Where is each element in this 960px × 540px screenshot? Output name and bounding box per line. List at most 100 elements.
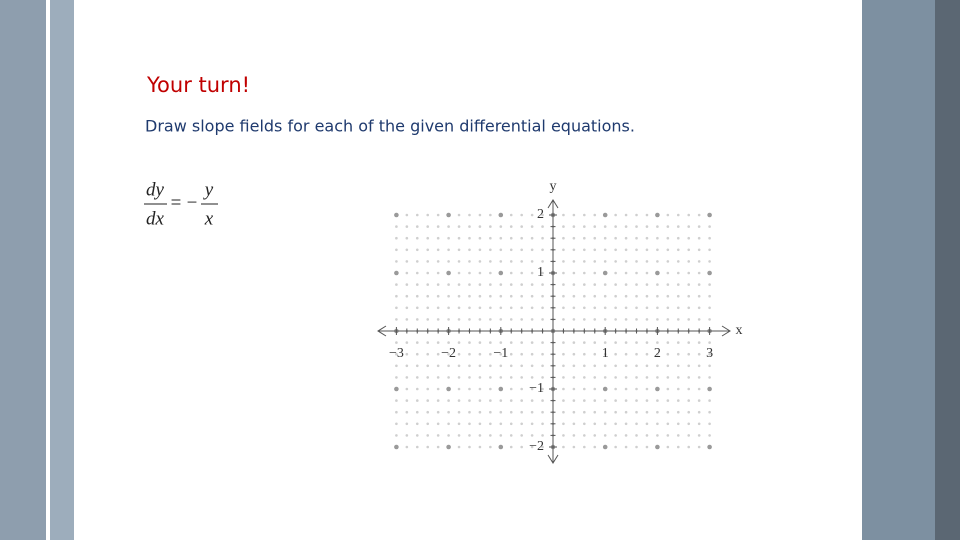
grid-dot	[415, 434, 419, 437]
grid-dot	[624, 225, 628, 228]
grid-dot	[541, 283, 544, 286]
grid-dot	[645, 434, 649, 437]
grid-dot	[656, 399, 659, 402]
grid-dot	[426, 236, 430, 240]
grid-dot	[593, 434, 597, 437]
grid-dot	[395, 283, 398, 286]
grid-dot	[614, 213, 617, 217]
grid-dot	[457, 410, 461, 414]
grid-dot	[405, 445, 409, 449]
grid-dot	[676, 271, 680, 275]
grid-dot	[509, 248, 513, 252]
grid-dot	[635, 410, 638, 414]
grid-dot	[572, 306, 576, 310]
grid-dot	[708, 341, 711, 344]
grid-dot	[405, 399, 409, 402]
grid-dot	[436, 225, 440, 228]
grid-dot	[530, 445, 534, 449]
grid-dot	[593, 387, 597, 391]
grid-dot	[530, 364, 534, 368]
grid-dot	[687, 318, 691, 321]
grid-dot	[583, 236, 586, 240]
grid-dot	[405, 236, 409, 240]
grid-dot	[436, 410, 440, 414]
grid-dot-major	[394, 444, 399, 450]
grid-dot	[624, 306, 628, 310]
grid-dot	[708, 294, 711, 298]
grid-dot	[468, 213, 471, 217]
grid-dot	[624, 236, 628, 240]
grid-dot	[520, 341, 523, 344]
grid-dot	[572, 399, 576, 402]
grid-dot	[708, 306, 711, 310]
grid-dot	[405, 352, 409, 356]
grid-dot	[468, 410, 471, 414]
grid-dot	[645, 399, 649, 402]
grid-dot	[562, 271, 565, 275]
grid-dot	[666, 248, 670, 252]
grid-dot	[426, 283, 430, 286]
grid-dot	[499, 225, 503, 228]
grid-dot	[457, 445, 461, 449]
grid-dot	[468, 445, 471, 449]
grid-dot	[614, 410, 617, 414]
grid-dot	[447, 410, 450, 414]
grid-dot	[447, 318, 450, 321]
grid-dot	[520, 387, 523, 391]
grid-dot	[426, 294, 430, 298]
grid-dot	[405, 422, 409, 426]
grid-dot	[676, 213, 680, 217]
grid-dot	[468, 225, 471, 228]
grid-dot	[697, 318, 701, 321]
grid-dot	[635, 445, 638, 449]
grid-dot	[457, 271, 461, 275]
grid-dot	[562, 225, 565, 228]
grid-dot	[583, 306, 586, 310]
grid-dot	[489, 352, 492, 356]
grid-dot	[666, 318, 670, 321]
grid-dot	[687, 306, 691, 310]
grid-dot	[624, 422, 628, 426]
grid-dot	[593, 294, 597, 298]
grid-dot	[687, 410, 691, 414]
grid-dot	[708, 352, 711, 356]
grid-dot	[415, 260, 419, 263]
grid-dot	[489, 445, 492, 449]
grid-dot	[436, 364, 440, 368]
grid-dot	[593, 236, 597, 240]
x-tick-label: −3	[389, 346, 404, 361]
grid-dot	[530, 225, 534, 228]
grid-dot	[489, 387, 492, 391]
grid-dot	[530, 341, 534, 344]
grid-dot	[572, 445, 576, 449]
grid-dot	[415, 294, 419, 298]
grid-dot	[614, 422, 617, 426]
grid-dot	[603, 434, 607, 437]
grid-dot	[572, 387, 576, 391]
grid-dot	[708, 318, 711, 321]
grid-dot	[614, 294, 617, 298]
grid-dot	[645, 410, 649, 414]
grid-dot	[478, 364, 482, 368]
grid-dot	[509, 352, 513, 356]
grid-dot	[530, 352, 534, 356]
grid-dot	[697, 410, 701, 414]
grid-dot	[676, 434, 680, 437]
y-tick-label: 1	[537, 265, 544, 280]
grid-dot	[447, 236, 450, 240]
grid-dot	[676, 283, 680, 286]
grid-dot	[572, 376, 576, 379]
numerator: y	[203, 179, 214, 200]
grid-dot	[509, 283, 513, 286]
grid-dot	[509, 434, 513, 437]
grid-dot	[468, 318, 471, 321]
grid-dot	[426, 376, 430, 379]
grid-dot	[457, 306, 461, 310]
instruction: Draw slope fields for each of the given …	[145, 117, 635, 136]
grid-dot	[603, 306, 607, 310]
grid-dot	[624, 283, 628, 286]
grid-dot	[562, 318, 565, 321]
grid-dot	[426, 271, 430, 275]
grid-dot	[541, 260, 544, 263]
grid-dot	[530, 236, 534, 240]
